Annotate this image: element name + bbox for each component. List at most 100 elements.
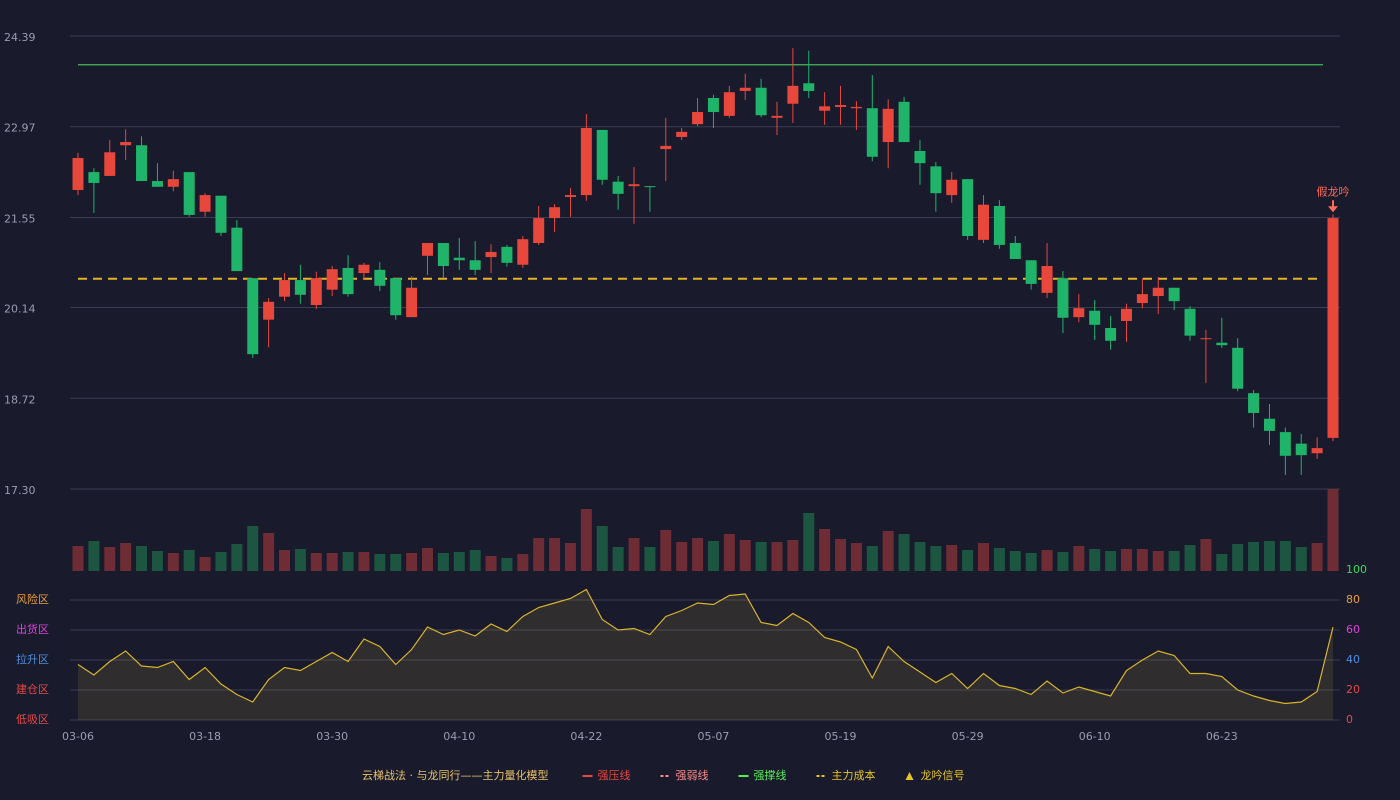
volume-bar	[1327, 489, 1339, 571]
candle-body	[279, 280, 291, 297]
candle-body	[850, 106, 862, 109]
volume-bar	[1057, 552, 1069, 571]
volume-bar	[549, 538, 561, 571]
candle-body	[104, 152, 116, 176]
x-tick-label: 03-30	[316, 730, 348, 743]
legend-symbol	[905, 772, 914, 780]
volume-bar	[136, 546, 148, 571]
y-tick-label: 22.97	[4, 122, 36, 135]
candle-body	[1295, 443, 1307, 456]
candle-body	[660, 145, 672, 150]
candle-body	[1279, 432, 1291, 456]
indicator-tick-label: 60	[1346, 623, 1360, 636]
candle-body	[1311, 448, 1323, 454]
volume-bar	[723, 534, 735, 571]
volume-bar	[660, 530, 672, 571]
volume-bar	[1200, 539, 1212, 571]
candle-body	[1057, 278, 1069, 318]
x-tick-label: 03-18	[189, 730, 221, 743]
volume-bar	[898, 534, 910, 571]
candle-body	[1009, 243, 1021, 259]
volume-bar	[517, 554, 529, 571]
zone-label: 拉升区	[16, 652, 49, 666]
candle-body	[549, 207, 561, 219]
candle-body	[72, 158, 84, 190]
indicator-tick-label: 0	[1346, 713, 1353, 726]
volume-bar	[1248, 542, 1260, 571]
y-tick-label: 21.55	[4, 212, 36, 225]
candle-body	[1216, 342, 1228, 346]
volume-bar	[326, 553, 338, 571]
candle-body	[1120, 308, 1132, 321]
y-tick-label: 18.72	[4, 393, 36, 406]
candle-body	[136, 145, 148, 182]
candle-body	[978, 204, 990, 240]
zone-label: 低吸区	[16, 713, 49, 726]
candle-body	[501, 246, 513, 263]
zone-label: 建仓区	[16, 682, 49, 696]
candle-body	[199, 195, 211, 212]
candle-body	[739, 87, 751, 91]
candle-body	[120, 142, 132, 146]
volume-bar	[1136, 549, 1148, 571]
volume-bar	[564, 543, 576, 571]
volume-bar	[676, 542, 688, 571]
candle-body	[374, 269, 386, 286]
y-tick-label: 17.30	[4, 484, 36, 497]
candle-body	[946, 179, 958, 196]
volume-bar	[1009, 551, 1021, 571]
candle-body	[1248, 393, 1260, 413]
volume-bar	[421, 548, 433, 571]
candle-body	[1168, 287, 1180, 302]
candle-body	[231, 227, 243, 272]
candle-body	[263, 301, 275, 320]
signal-arrow-head	[1328, 206, 1338, 213]
x-tick-label: 03-06	[62, 730, 94, 743]
volume-bar	[692, 538, 704, 571]
indicator-tick-label: 20	[1346, 683, 1360, 696]
candle-body	[533, 218, 545, 244]
indicator-tick-label: 40	[1346, 653, 1360, 666]
volume-bar	[850, 543, 862, 571]
x-tick-label: 05-19	[825, 730, 857, 743]
candle-body	[437, 243, 449, 267]
volume-bar	[104, 547, 116, 571]
candle-body	[914, 151, 926, 164]
candle-body	[1025, 260, 1037, 284]
candle-body	[406, 287, 418, 318]
volume-bar	[183, 550, 195, 571]
volume-bar	[612, 547, 624, 571]
candle-body	[1105, 327, 1117, 341]
candle-body	[453, 257, 465, 261]
candle-body	[247, 278, 259, 355]
candle-body	[183, 172, 195, 215]
x-tick-label: 05-29	[952, 730, 984, 743]
candle-body	[88, 172, 100, 183]
candle-body	[151, 181, 163, 187]
volume-bar	[358, 552, 370, 571]
volume-bar	[437, 553, 449, 571]
volume-bar	[739, 540, 751, 571]
volume-bar	[882, 531, 894, 571]
volume-bar	[469, 550, 481, 571]
x-tick-label: 04-22	[570, 730, 602, 743]
volume-bar	[88, 541, 100, 571]
candle-body	[835, 105, 847, 107]
candle-body	[485, 251, 497, 258]
candle-body	[326, 269, 338, 290]
candle-body	[644, 186, 656, 188]
x-tick-label: 06-10	[1079, 730, 1111, 743]
candle-body	[819, 106, 831, 111]
x-tick-label: 06-23	[1206, 730, 1238, 743]
volume-bar	[644, 547, 656, 571]
legend-title: 云梯战法 · 与龙同行——主力量化模型	[362, 768, 549, 782]
volume-bar	[1105, 551, 1117, 571]
volume-bar	[771, 542, 783, 571]
candle-body	[628, 184, 640, 187]
volume-bar	[978, 543, 990, 571]
volume-bar	[406, 553, 418, 571]
volume-bar	[151, 551, 163, 571]
signal-label: 假龙吟	[1317, 184, 1350, 198]
